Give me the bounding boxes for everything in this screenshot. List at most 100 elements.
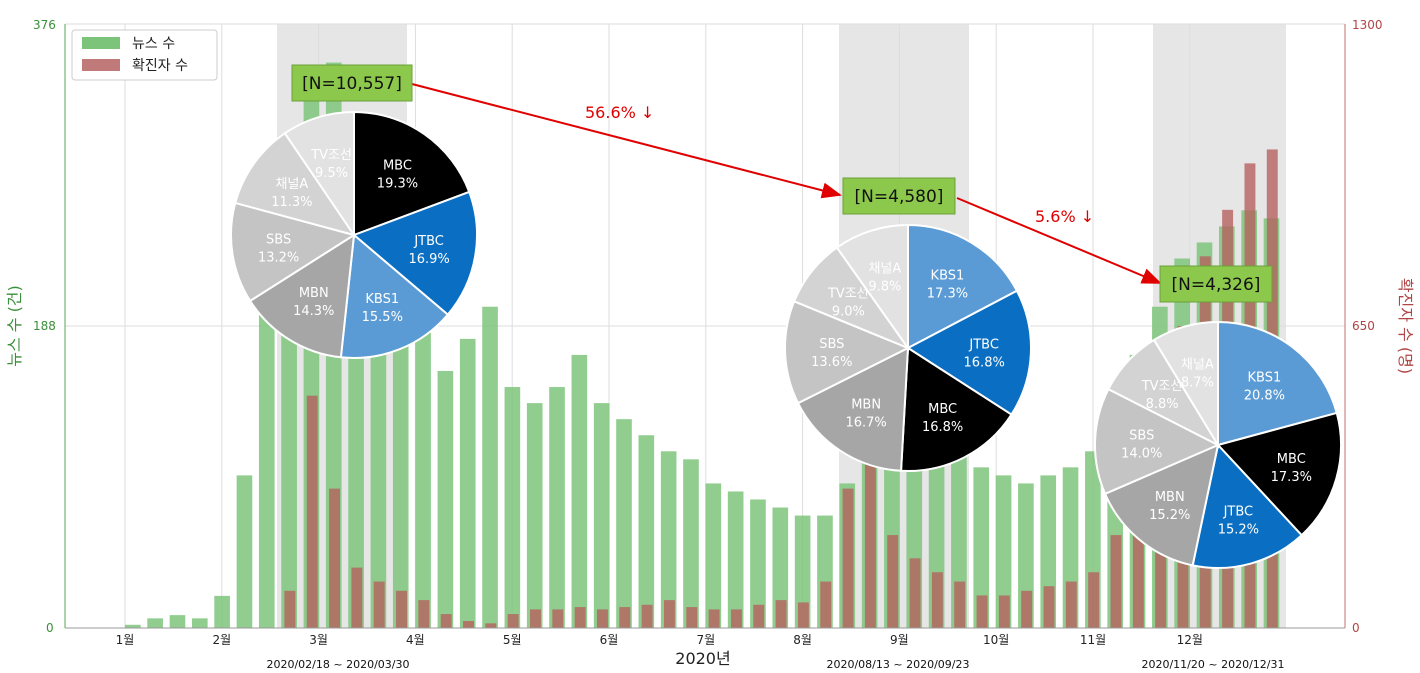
cases-bar (596, 609, 608, 628)
pie-slice-name: KBS1 (365, 292, 399, 307)
pie-slice-pct: 19.3% (377, 176, 418, 191)
left-tick-mid: 188 (33, 319, 56, 333)
news-bar (392, 274, 409, 628)
x-axis-title: 2020년 (675, 649, 730, 668)
month-label-4: 4월 (406, 633, 425, 647)
news-bar (169, 615, 186, 628)
cases-bar (820, 581, 832, 628)
pie-slice (1191, 442, 1304, 569)
pie-slice-pct: 9.8% (868, 279, 901, 294)
news-bar (727, 491, 744, 628)
news-bar (482, 306, 498, 628)
n-box-3-bg (1159, 265, 1273, 303)
pie-slice-name: TV조선 (310, 148, 352, 163)
pie-slice-name: MBN (1155, 490, 1185, 505)
news-bar (705, 483, 722, 628)
period-range-2: 2020/08/13 ~ 2020/09/23 (826, 658, 969, 671)
news-bar (415, 298, 431, 628)
pie-slice-pct: 16.8% (964, 355, 1005, 370)
right-tick-zero: 0 (1352, 621, 1360, 635)
pie-slice-name: TV조선 (1141, 379, 1183, 394)
month-label-12: 12월 (1177, 633, 1203, 647)
n-box-1: [N=10,557] (291, 64, 413, 102)
cases-bar (797, 602, 809, 628)
cases-bar (1065, 581, 1077, 628)
news-bar (616, 419, 632, 628)
pie-slice (1152, 320, 1219, 449)
legend-label-news: 뉴스 수 (132, 36, 175, 52)
cases-bar (552, 609, 564, 628)
legend-swatch-news (82, 37, 120, 49)
cases-bar (485, 623, 497, 628)
month-label-10: 10월 (983, 633, 1009, 647)
left-tick-zero: 0 (46, 621, 54, 635)
month-labels: 1월 2월 3월 4월 5월 6월 7월 8월 9월 10월 11월 12월 (116, 633, 1203, 647)
news-bar (236, 475, 253, 628)
month-label-7: 7월 (696, 633, 715, 647)
month-label-1: 1월 (116, 633, 135, 647)
pie-slice-pct: 16.8% (922, 420, 963, 435)
cases-bar (1110, 535, 1122, 628)
legend-swatch-cases (82, 59, 120, 71)
pie-slice (906, 289, 1032, 416)
news-bar (437, 370, 454, 628)
pie-slice (283, 110, 355, 239)
cases-bar (954, 581, 966, 628)
cases-bar (440, 614, 452, 628)
cases-bar (574, 607, 586, 628)
pie-slice-name: MBN (299, 286, 329, 301)
pie-slice (339, 233, 450, 359)
news-bar (191, 618, 208, 628)
news-bar (995, 475, 1012, 628)
cases-bar (976, 595, 988, 628)
pie-slice-name: KBS1 (1247, 370, 1281, 385)
month-label-2: 2월 (212, 633, 231, 647)
pie-slice-name: JTBC (1223, 504, 1254, 519)
pie-slice-name: TV조선 (827, 287, 869, 302)
cases-bar (708, 609, 720, 628)
news-bar (125, 624, 141, 628)
pie-slice-pct: 16.7% (845, 416, 886, 431)
cases-bar (373, 581, 385, 628)
month-label-3: 3월 (309, 633, 328, 647)
pie-slice-name: MBC (1277, 452, 1306, 467)
pie-slice-name: SBS (266, 232, 291, 247)
cases-bar (418, 600, 430, 628)
pie-slice (1217, 320, 1338, 447)
news-bar (258, 258, 275, 628)
pie-slice (907, 223, 1019, 350)
pie-slice (899, 346, 1013, 472)
pie-slice (1216, 411, 1342, 537)
pie-period-2: KBS1 17.3% JTBC 16.8% MBC 16.8% MBN 16.7% SBS 13.… (784, 223, 1032, 472)
cases-bar (396, 590, 407, 628)
cases-bar (663, 600, 675, 628)
cases-bar (329, 488, 341, 628)
news-bar (504, 387, 521, 628)
pie-slice (796, 346, 910, 472)
news-bar (459, 338, 476, 628)
n-box-2-bg (842, 177, 956, 215)
pie-slice-pct: 9.0% (832, 305, 865, 320)
news-bar (638, 435, 655, 628)
cases-bar (887, 535, 899, 628)
news-bar (660, 451, 677, 628)
period-range-3: 2020/11/20 ~ 2020/12/31 (1141, 658, 1284, 671)
cases-bar (641, 604, 653, 628)
n-box-2: [N=4,580] (842, 177, 956, 215)
pie-slice-pct: 14.0% (1121, 447, 1162, 462)
cases-bar (753, 604, 765, 628)
pie-slice (1103, 443, 1220, 567)
cases-bar (463, 621, 474, 628)
cases-bar (1132, 488, 1144, 628)
pie-slice-pct: 15.5% (362, 310, 403, 325)
pie-slice-pct: 15.2% (1149, 508, 1190, 523)
pie-slice (234, 131, 357, 237)
pie-slice (248, 233, 356, 359)
pie-slice-name: MBC (383, 158, 412, 173)
n-box-2-label: [N=4,580] (855, 187, 944, 207)
month-label-11: 11월 (1080, 633, 1106, 647)
pie-slice (353, 110, 471, 237)
pie-slice (352, 190, 478, 316)
news-bar (973, 467, 990, 628)
